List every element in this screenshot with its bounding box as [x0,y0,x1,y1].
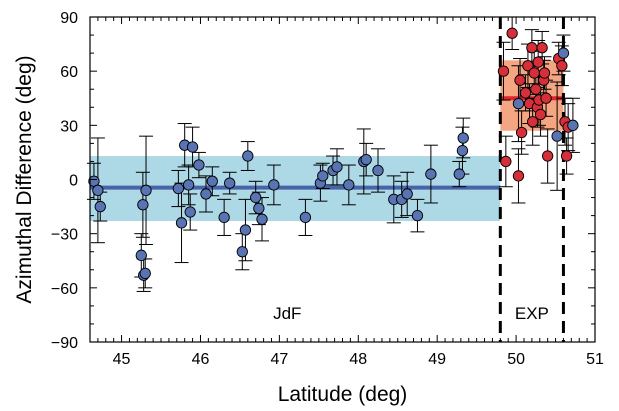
exp-point [530,83,542,95]
exp-point [542,150,554,162]
exp-point [526,42,538,54]
jdf-point [92,184,104,196]
region-label-jdf: JdF [273,304,301,323]
jdf-point [299,211,312,224]
exp-point [519,87,532,99]
jdf-point [239,224,252,236]
x-tick-label: 45 [113,351,131,368]
jdf-point [256,213,268,225]
jdf-point [268,179,280,191]
axis-ticks [89,16,596,343]
exp-point [556,60,568,72]
jdf-point [317,170,329,182]
exp-point [515,126,528,139]
exp-point [506,27,518,39]
exp-point [527,116,539,128]
jdf-point [372,164,384,177]
y-tick-label: 90 [60,10,78,27]
jdf-point [224,177,236,189]
jdf-exp-point [551,130,563,142]
jdf-point [457,132,469,144]
jdf-point [360,153,372,166]
jdf-point [343,179,355,191]
region-label-exp: EXP [515,304,549,323]
error-bars [86,16,580,292]
exp-point [497,65,510,77]
jdf-point [456,144,469,157]
jdf-point [200,188,212,200]
jdf-point [182,179,195,191]
exp-point [512,170,525,182]
exp-point [538,67,551,79]
jdf-point [206,175,218,187]
jdf-exp-point [512,98,525,110]
y-tick-label: −60 [51,281,78,298]
jdf-point [184,206,196,218]
y-axis-title: Azimuthal Difference (deg) [13,55,36,303]
x-tick-label: 49 [428,351,446,368]
jdf-point [250,191,262,204]
y-tick-label: 0 [69,173,78,190]
exp-point [536,42,548,54]
jdf-point [172,182,185,195]
jdf-point [242,150,254,162]
exp-point [560,150,573,162]
confidence-bands [90,60,564,222]
jdf-point [94,200,106,213]
jdf-point [175,217,188,229]
region-labels: JdF EXP [273,304,549,323]
jdf-point [453,168,465,180]
exp-point [534,108,547,121]
jdf-point [139,267,151,280]
exp-point [532,56,544,68]
jdf-exp-point [567,119,579,131]
exp-point [540,92,552,104]
jdf-point [425,168,437,180]
region-boundaries [498,17,565,342]
x-axis-title: Latitude (deg) [278,383,408,406]
y-tick-label: 60 [60,64,78,81]
jdf-point [331,161,343,173]
exp-point [500,155,512,168]
exp-point [522,60,534,72]
y-tick-label: −90 [51,335,78,352]
x-tick-label: 50 [507,351,525,368]
x-tick-label: 51 [586,351,604,368]
data-points [88,27,579,281]
x-tick-label: 46 [192,351,210,368]
x-tick-label: 48 [349,351,367,368]
jdf-point [253,202,265,215]
jdf-point [186,141,199,153]
jdf-point [411,209,424,222]
jdf-point [135,249,147,261]
jdf-point [137,199,149,211]
jdf-point [236,246,248,258]
jdf-point [218,211,230,224]
jdf-point [140,184,152,196]
exp-point [514,74,526,86]
y-tick-label: −30 [51,227,78,244]
tick-labels: 45 46 47 48 49 50 51 −90 −60 −30 0 30 60 90 [51,10,604,368]
jdf-exp-point [557,47,570,59]
x-tick-label: 47 [270,351,288,368]
exp-point [528,67,540,79]
jdf-point [193,159,205,171]
y-tick-label: 30 [60,118,78,135]
jdf-point [401,188,413,200]
